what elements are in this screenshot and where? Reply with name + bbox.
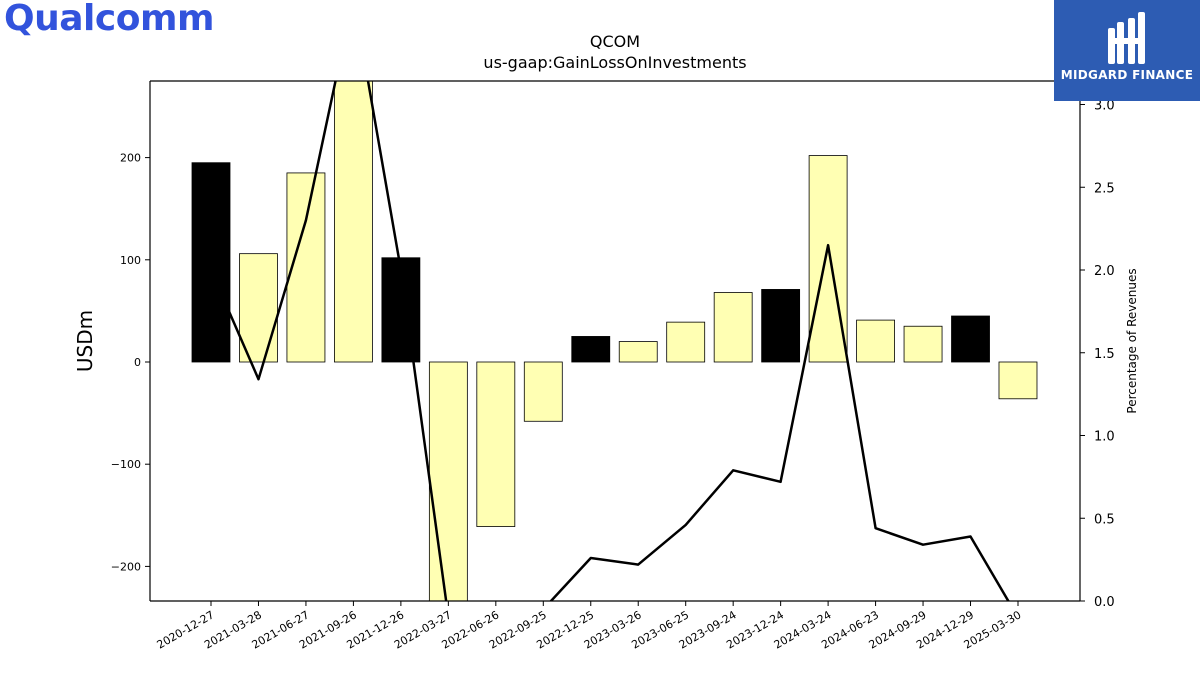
bar-2022-06-26 [476, 361, 516, 527]
y2tick-label: 2.5 [1094, 181, 1115, 196]
y2tick-label: 1.0 [1094, 430, 1115, 445]
bar-2024-12-29 [951, 315, 990, 363]
bar-2021-06-27 [286, 172, 326, 363]
bar-2020-12-27 [191, 162, 231, 363]
bar-2023-12-24 [761, 289, 801, 363]
revenue-percentage-line [209, 81, 1010, 601]
y2tick-label: 0.0 [1094, 595, 1115, 610]
ytick-label: 200 [120, 152, 141, 165]
badge-name: MIDGARD FINANCE [1060, 68, 1194, 82]
bar-2021-03-28 [239, 253, 278, 363]
y-axis-label: USDm [73, 310, 97, 372]
midgard-finance-badge: MIDGARD FINANCE [1054, 0, 1200, 101]
ytick-label: 100 [120, 254, 141, 267]
bar-2023-09-24 [713, 292, 753, 363]
bar-2025-03-30 [998, 361, 1038, 400]
midgard-logo-icon [1108, 12, 1145, 64]
bar-2021-09-26 [334, 81, 373, 363]
bar-2022-09-25 [523, 361, 563, 422]
ytick-label: 0 [134, 356, 141, 369]
y2tick-label: 0.5 [1094, 512, 1115, 527]
y2tick-label: 1.5 [1094, 347, 1115, 362]
bar-2023-03-26 [618, 341, 658, 363]
y2-axis-label: Percentage of Revenues [1125, 268, 1139, 413]
chart-title: QCOM [589, 32, 641, 51]
bar-2024-09-29 [903, 325, 943, 363]
bar-2024-06-23 [856, 319, 895, 363]
bar-2022-03-27 [428, 361, 468, 601]
ytick-label: −200 [111, 560, 141, 573]
y2tick-label: 3.0 [1094, 99, 1115, 114]
bar-2024-03-24 [808, 155, 848, 363]
chart-subtitle: us-gaap:GainLossOnInvestments [483, 53, 747, 72]
ytick-label: −100 [111, 458, 141, 471]
y2tick-label: 2.0 [1094, 264, 1115, 279]
bar-2022-12-25 [571, 336, 611, 363]
qualcomm-logo: Qualcomm [4, 0, 214, 39]
bar-2023-06-25 [666, 321, 706, 363]
